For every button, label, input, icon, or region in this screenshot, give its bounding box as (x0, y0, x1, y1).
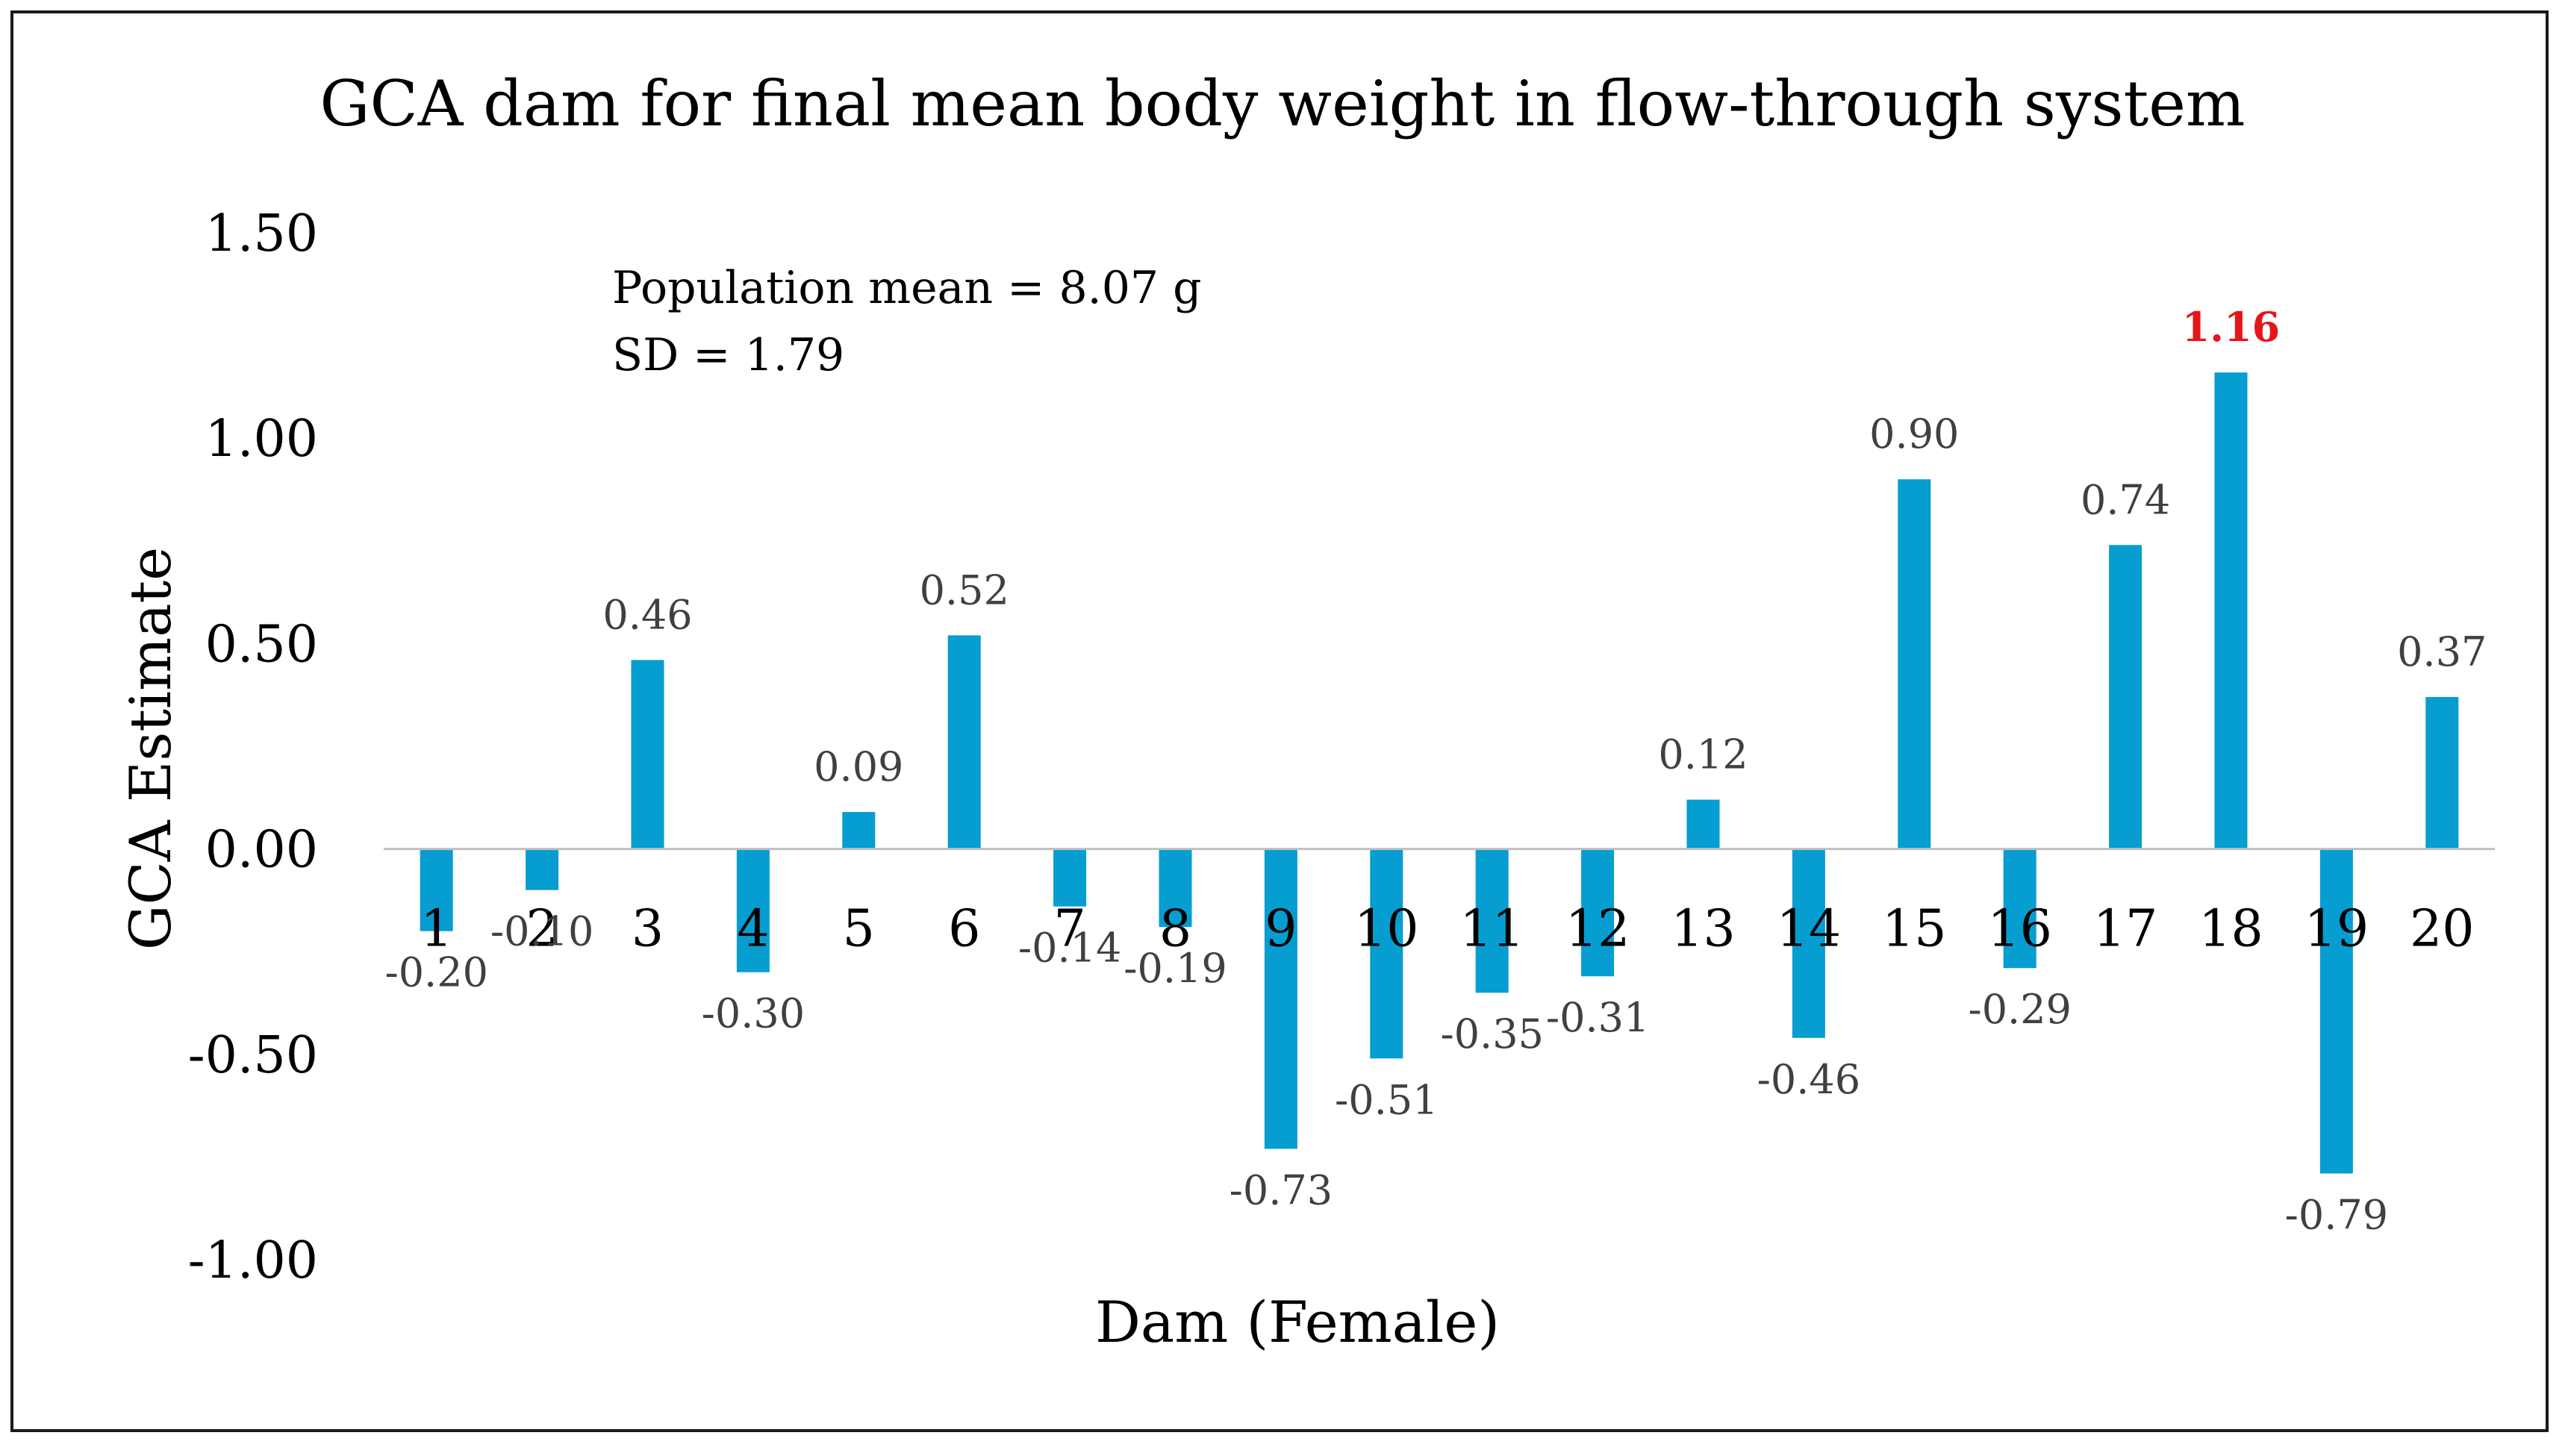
bar-dam-6 (948, 635, 981, 849)
category-label: 13 (1671, 900, 1736, 959)
category-label: 16 (1987, 900, 2052, 959)
value-label: -0.73 (1230, 1166, 1333, 1213)
category-label: 5 (843, 900, 875, 959)
category-label: 19 (2304, 900, 2369, 959)
value-label: 1.16 (2182, 303, 2281, 351)
category-label: 6 (948, 900, 980, 959)
category-label: 14 (1777, 900, 1842, 959)
bar-dam-2 (526, 849, 558, 890)
value-label: -0.79 (2285, 1191, 2388, 1238)
chart-frame: GCA dam for final mean body weight in fl… (10, 10, 2549, 1432)
category-label: 11 (1459, 900, 1524, 959)
category-label: 9 (1265, 900, 1297, 959)
value-label: -0.31 (1546, 994, 1649, 1041)
category-label: 3 (632, 900, 664, 959)
y-tick-label: 1.00 (205, 410, 318, 469)
bar-dam-7 (1053, 849, 1086, 907)
value-label: -0.14 (1018, 925, 1121, 972)
y-tick-label: 0.00 (205, 821, 318, 880)
category-label: 15 (1882, 900, 1947, 959)
value-label: 0.12 (1658, 731, 1748, 778)
value-label: -0.19 (1124, 945, 1227, 992)
category-label: 17 (2093, 900, 2158, 959)
y-axis-label: GCA Estimate (117, 547, 184, 950)
value-label: 0.37 (2397, 628, 2487, 675)
y-tick-label: -1.00 (188, 1231, 318, 1290)
bar-dam-20 (2425, 697, 2458, 849)
y-tick-label: -0.50 (188, 1026, 318, 1085)
value-label: -0.51 (1335, 1076, 1438, 1123)
value-labels: -0.20-0.10 0.46 -0.30 0.09 0.52 -0.14 -0.19 -0.… (384, 303, 2487, 1238)
bar-dam-13 (1687, 800, 1720, 849)
value-label: -0.10 (490, 908, 593, 955)
category-label: 4 (737, 900, 769, 959)
bar-dam-17 (2109, 545, 2142, 849)
category-label: 12 (1565, 900, 1630, 959)
bar-dam-3 (632, 660, 664, 849)
y-tick-label: 0.50 (205, 615, 318, 674)
value-label: -0.20 (384, 949, 487, 996)
value-label: 0.09 (814, 743, 903, 790)
value-label: 0.52 (920, 566, 1009, 613)
bar-dam-15 (1898, 479, 1930, 849)
bar-dam-19 (2320, 849, 2353, 1174)
value-label: -0.35 (1440, 1010, 1543, 1057)
chart-svg: GCA dam for final mean body weight in fl… (13, 13, 2552, 1435)
category-label: 10 (1354, 900, 1419, 959)
bar-dam-5 (842, 812, 875, 849)
bar-dam-9 (1265, 849, 1297, 1149)
category-label: 18 (2198, 900, 2263, 959)
category-labels: 1 2 3 4 5 6 7 8 9 10 11 12 13 14 15 16 17 18 19 20 (420, 900, 2474, 959)
value-label: 0.90 (1869, 410, 1959, 457)
value-label: -0.46 (1757, 1056, 1860, 1103)
chart-title: GCA dam for final mean body weight in fl… (320, 67, 2245, 140)
category-label: 20 (2410, 900, 2475, 959)
annotation-population-mean: Population mean = 8.07 g (612, 262, 1202, 314)
y-tick-label: 1.50 (205, 204, 318, 263)
value-label: -0.29 (1968, 986, 2071, 1033)
bar-dam-18 (2215, 372, 2248, 849)
annotation-sd: SD = 1.79 (612, 329, 844, 381)
value-label: 0.46 (602, 591, 692, 638)
x-axis-label: Dam (Female) (1095, 1289, 1500, 1355)
y-tick-labels: 1.50 1.00 0.50 0.00 -0.50 -1.00 (188, 204, 318, 1290)
value-label: -0.30 (702, 990, 805, 1037)
value-label: 0.74 (2081, 476, 2170, 523)
